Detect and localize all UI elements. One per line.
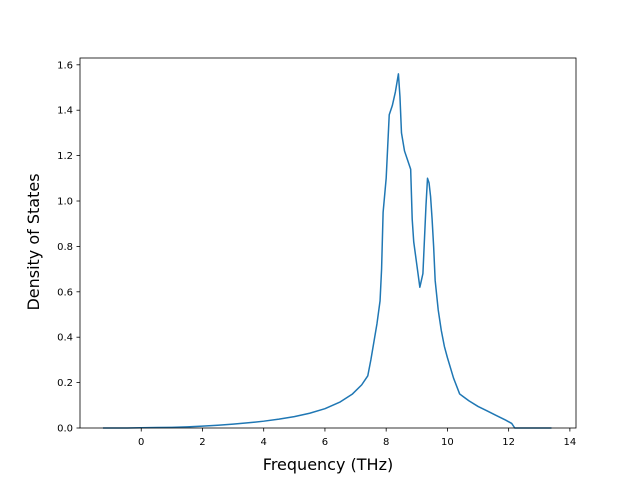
series-line-0 [102, 73, 552, 429]
y-axis-ticks: 0.0 0.2 0.4 0.6 0.8 1.0 1.2 1.4 1.6 [57, 60, 80, 435]
axes-background [80, 58, 576, 428]
y-tick-label: 1.6 [57, 60, 73, 71]
plot-area [79, 57, 577, 429]
y-tick-label: 1.2 [57, 151, 73, 162]
x-tick-label: 6 [322, 437, 328, 448]
y-tick-label: 0.8 [57, 242, 73, 253]
x-tick-label: 2 [199, 437, 205, 448]
axes-frame [79, 57, 577, 429]
x-axis-label: Frequency (THz) [263, 455, 393, 474]
y-tick-label: 0.0 [57, 424, 73, 435]
y-tick-label: 0.6 [57, 287, 73, 298]
y-axis-label: Density of States [24, 173, 43, 310]
y-tick-label: 0.4 [57, 333, 73, 344]
y-tick-label: 1.4 [57, 106, 73, 117]
x-axis-ticks: 0 2 4 6 8 10 12 14 [138, 428, 576, 448]
x-tick-label: 8 [383, 437, 389, 448]
y-tick-label: 1.0 [57, 197, 73, 208]
x-tick-label: 10 [441, 437, 454, 448]
x-tick-label: 4 [261, 437, 267, 448]
x-tick-label: 12 [502, 437, 515, 448]
x-tick-label: 0 [138, 437, 144, 448]
x-tick-label: 14 [564, 437, 577, 448]
y-tick-label: 0.2 [57, 378, 73, 389]
